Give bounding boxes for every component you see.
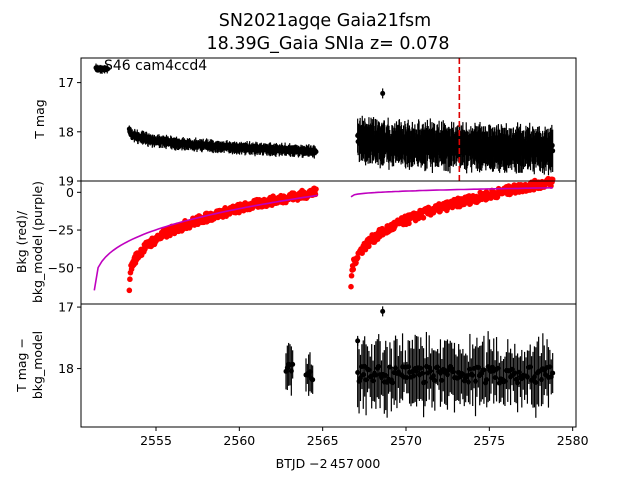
y-tick-label: 18: [58, 361, 74, 376]
bkg-model-line: [93, 194, 318, 291]
y-axis-label-line: bkg_model: [30, 331, 45, 399]
panel-middle: 0 −25 −50: [48, 175, 577, 305]
bkg-point: [505, 183, 512, 189]
data-point: [355, 338, 361, 344]
chart-title: SN2021agqe Gaia21fsm: [219, 11, 431, 31]
x-tick-label: 2575: [473, 433, 505, 448]
y-tick-label: 17: [58, 300, 74, 315]
chart-subtitle: 18.39G_Gaia SNIa z= 0.078: [206, 34, 449, 54]
bkg-point: [167, 232, 173, 239]
data-point: [105, 66, 111, 72]
y-tick-label: 17: [58, 75, 74, 90]
y-axis-label-line: bkg_model (purple): [30, 181, 45, 303]
bkg-point: [494, 194, 501, 200]
data-point: [290, 361, 296, 367]
bkg-point: [437, 208, 443, 214]
y-tick-label: 19: [58, 174, 74, 189]
x-tick-label: 2580: [557, 433, 589, 448]
x-tick-label: 2570: [390, 433, 422, 448]
y-axis-label: T mag: [32, 99, 47, 139]
y-tick-label: 18: [58, 124, 74, 139]
bkg-point: [127, 276, 133, 283]
x-axis: 2555 2560 2565 2570 2575 2580: [140, 427, 589, 448]
data-point: [380, 308, 386, 314]
y-tick-label: 0: [66, 185, 74, 200]
x-axis-label: BTJD −2 457 000: [276, 456, 381, 471]
y-axis-label-line: T mag −: [14, 338, 29, 393]
bkg-point: [350, 266, 357, 273]
y-tick-label: −25: [48, 223, 74, 238]
y-axis-labels: T mag Bkg (red)/bkg_model (purple) T mag −…: [14, 99, 47, 399]
bkg-point: [348, 272, 355, 279]
bkg-point: [366, 243, 372, 250]
data-point: [380, 90, 386, 96]
bkg-point: [126, 287, 133, 294]
y-axis-label: Bkg (red)/bkg_model (purple): [14, 181, 45, 303]
panel-frame: [80, 303, 577, 428]
data-point: [313, 149, 319, 155]
data-point: [550, 148, 556, 154]
y-axis-label: T mag −bkg_model: [14, 331, 45, 399]
y-axis-label-line: Bkg (red)/: [14, 210, 29, 273]
x-tick-label: 2565: [307, 433, 339, 448]
x-tick-label: 2555: [140, 433, 172, 448]
data-point: [310, 377, 316, 383]
data-point: [550, 370, 556, 376]
bkg-point: [313, 186, 319, 192]
y-tick-label: −50: [48, 260, 74, 275]
bkg-point: [348, 283, 354, 290]
x-tick-label: 2560: [223, 433, 255, 448]
y-axis-label-line: T mag: [32, 99, 47, 139]
bkg-point: [354, 254, 361, 261]
bkg-point: [420, 214, 427, 221]
bkg-model-line: [350, 187, 553, 198]
sector-annotation: S46 cam4ccd4: [104, 58, 207, 74]
panel-top: 17 18 19: [58, 57, 577, 189]
